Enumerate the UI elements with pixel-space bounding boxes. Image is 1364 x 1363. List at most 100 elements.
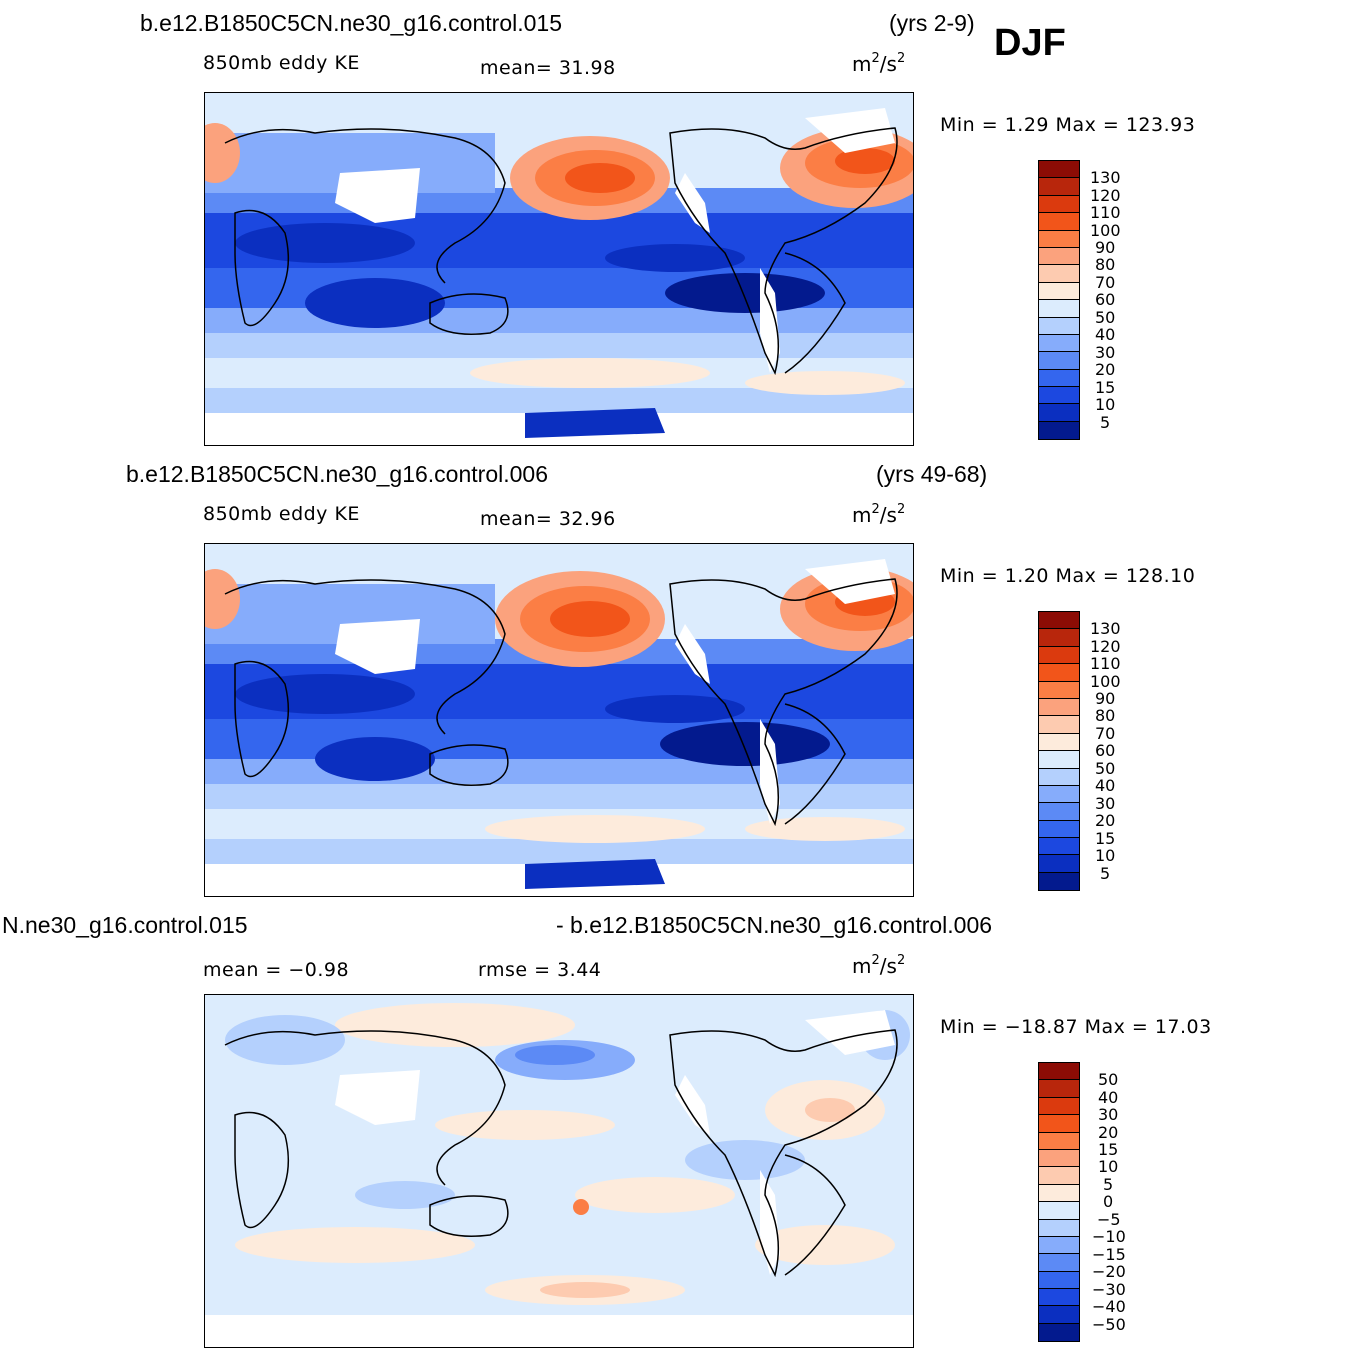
- colorbar-box: [1039, 404, 1079, 422]
- colorbar-box: [1039, 1306, 1079, 1324]
- colorbar-box: [1039, 1271, 1079, 1290]
- colorbar-box: [1039, 646, 1079, 665]
- panel3-units: m2/s2: [852, 953, 906, 978]
- colorbar-box: [1039, 1202, 1079, 1220]
- colorbar-label: 100: [1090, 221, 1121, 240]
- panel3-case-left: N.ne30_g16.control.015: [2, 912, 248, 938]
- colorbar-label: 40: [1098, 1088, 1119, 1107]
- colorbar-box: [1039, 1254, 1079, 1272]
- colorbar-box: [1039, 838, 1079, 856]
- colorbar-label: 100: [1090, 672, 1121, 691]
- colorbar-box: [1039, 230, 1079, 248]
- colorbar-label: 50: [1098, 1070, 1119, 1089]
- colorbar-label: 5: [1103, 1175, 1114, 1194]
- colorbar-label: 90: [1095, 238, 1116, 257]
- colorbar-box: [1039, 1323, 1079, 1342]
- panel1-units: m2/s2: [852, 51, 906, 76]
- colorbar-box: [1039, 1219, 1079, 1237]
- panel1-case-name: b.e12.B1850C5CN.ne30_g16.control.015: [140, 10, 562, 36]
- colorbar-label: 5: [1100, 864, 1111, 883]
- colorbar-label: 15: [1095, 829, 1116, 848]
- panel3-minmax: Min = −18.87 Max = 17.03: [940, 1016, 1212, 1038]
- colorbar-label: 120: [1090, 637, 1121, 656]
- colorbar-box: [1039, 195, 1079, 214]
- colorbar-box: [1039, 855, 1079, 873]
- colorbar-box: [1039, 768, 1079, 786]
- colorbar-box: [1039, 1167, 1079, 1185]
- season-label: DJF: [994, 22, 1066, 64]
- colorbar-label: −5: [1097, 1210, 1121, 1229]
- colorbar-box: [1039, 1132, 1079, 1150]
- panel2-mean: mean= 32.96: [480, 508, 616, 530]
- colorbar-label: 60: [1095, 741, 1116, 760]
- colorbar-box: [1039, 664, 1079, 682]
- panel2-minmax: Min = 1.20 Max = 128.10: [940, 565, 1196, 587]
- colorbar-box: [1039, 872, 1079, 891]
- panel2-units: m2/s2: [852, 502, 906, 527]
- colorbar-box: [1039, 265, 1079, 283]
- colorbar-label: 70: [1095, 724, 1116, 743]
- colorbar-label: 0: [1103, 1192, 1114, 1211]
- colorbar-box: [1039, 612, 1079, 630]
- colorbar-label: 50: [1095, 759, 1116, 778]
- colorbar-label: 10: [1095, 395, 1116, 414]
- colorbar-box: [1039, 716, 1079, 734]
- panel2-case-name: b.e12.B1850C5CN.ne30_g16.control.006: [126, 461, 548, 487]
- colorbar-label: 30: [1095, 794, 1116, 813]
- colorbar-label: 130: [1090, 168, 1121, 187]
- colorbar-label: 90: [1095, 689, 1116, 708]
- colorbar-box: [1039, 369, 1079, 388]
- colorbar-label: 70: [1095, 273, 1116, 292]
- panel1-mean: mean= 31.98: [480, 57, 616, 79]
- panel1-colorbar: [1038, 160, 1080, 441]
- colorbar-box: [1039, 247, 1079, 266]
- panel2-colorbar: [1038, 611, 1080, 892]
- colorbar-label: 15: [1095, 378, 1116, 397]
- colorbar-box: [1039, 178, 1079, 196]
- panel3-colorbar: [1038, 1062, 1080, 1343]
- colorbar-box: [1039, 820, 1079, 839]
- colorbar-label: 5: [1100, 413, 1111, 432]
- colorbar-box: [1039, 1289, 1079, 1307]
- colorbar-label: 20: [1095, 360, 1116, 379]
- colorbar-label: −15: [1092, 1245, 1126, 1264]
- colorbar-label: 15: [1098, 1140, 1119, 1159]
- colorbar-box: [1039, 421, 1079, 440]
- colorbar-label: 80: [1095, 706, 1116, 725]
- colorbar-box: [1039, 1097, 1079, 1116]
- colorbar-label: 10: [1095, 846, 1116, 865]
- colorbar-box: [1039, 334, 1079, 353]
- colorbar-label: −40: [1092, 1297, 1126, 1316]
- panel1-variable: 850mb eddy KE: [203, 52, 360, 74]
- colorbar-box: [1039, 300, 1079, 318]
- colorbar-label: 20: [1098, 1123, 1119, 1142]
- colorbar-label: −30: [1092, 1280, 1126, 1299]
- panel2-years: (yrs 49-68): [876, 461, 988, 487]
- colorbar-label: 40: [1095, 325, 1116, 344]
- colorbar-box: [1039, 733, 1079, 752]
- colorbar-label: 80: [1095, 255, 1116, 274]
- colorbar-box: [1039, 1184, 1079, 1203]
- panel3-rmse: rmse = 3.44: [478, 959, 602, 981]
- colorbar-label: 30: [1098, 1105, 1119, 1124]
- colorbar-box: [1039, 317, 1079, 335]
- colorbar-label: 130: [1090, 619, 1121, 638]
- colorbar-label: −10: [1092, 1227, 1126, 1246]
- colorbar-box: [1039, 1115, 1079, 1133]
- colorbar-label: 110: [1090, 203, 1121, 222]
- colorbar-box: [1039, 387, 1079, 405]
- colorbar-label: 10: [1098, 1157, 1119, 1176]
- colorbar-box: [1039, 161, 1079, 179]
- panel3-map: [204, 994, 914, 1348]
- colorbar-box: [1039, 282, 1079, 301]
- colorbar-box: [1039, 751, 1079, 769]
- colorbar-label: −50: [1092, 1315, 1126, 1334]
- colorbar-label: 60: [1095, 290, 1116, 309]
- panel1-map: [204, 92, 914, 446]
- colorbar-box: [1039, 352, 1079, 370]
- panel3-case-right: - b.e12.B1850C5CN.ne30_g16.control.006: [556, 912, 993, 938]
- panel1-minmax: Min = 1.29 Max = 123.93: [940, 114, 1196, 136]
- colorbar-box: [1039, 1149, 1079, 1168]
- colorbar-label: 50: [1095, 308, 1116, 327]
- colorbar-box: [1039, 1080, 1079, 1098]
